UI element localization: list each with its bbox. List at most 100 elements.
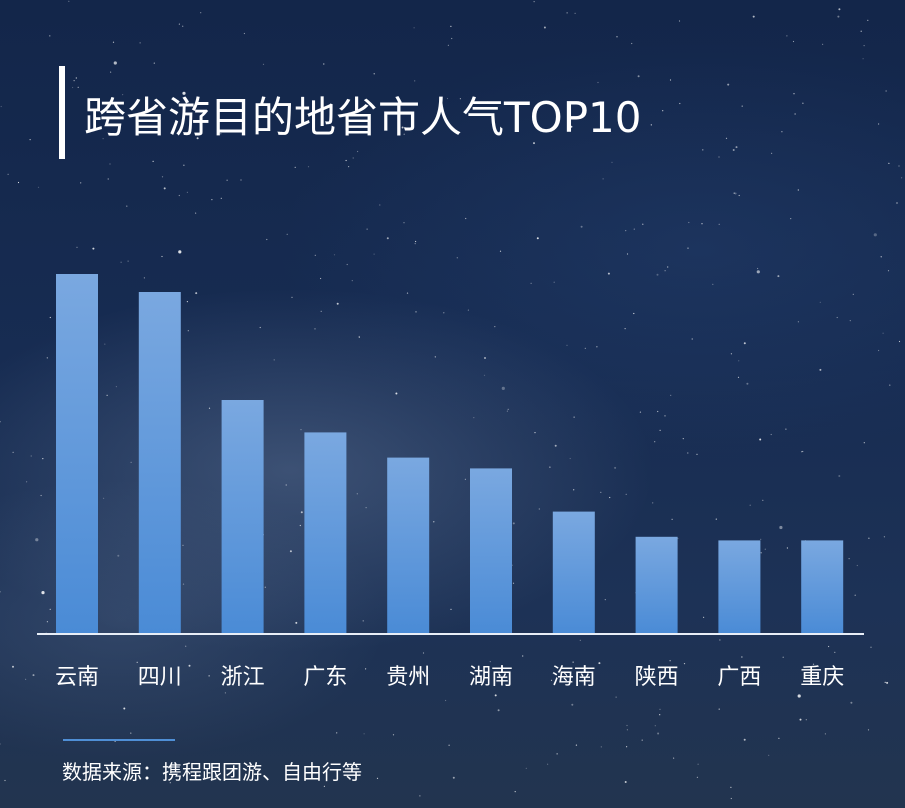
star <box>123 707 126 710</box>
star <box>659 714 661 716</box>
star <box>448 744 450 746</box>
star <box>136 661 138 663</box>
star <box>403 133 405 135</box>
star <box>163 187 166 190</box>
star <box>701 223 703 225</box>
star <box>794 113 796 115</box>
star <box>822 43 824 45</box>
star <box>483 374 486 376</box>
star <box>169 782 171 784</box>
star <box>7 173 9 175</box>
star <box>797 694 801 698</box>
star <box>797 321 800 323</box>
star <box>571 703 574 706</box>
star <box>0 105 2 108</box>
star <box>669 79 672 81</box>
star <box>102 138 104 140</box>
star <box>406 292 409 294</box>
star <box>152 160 154 162</box>
star <box>654 725 656 727</box>
bar-2 <box>138 292 181 634</box>
star <box>596 346 598 348</box>
star <box>802 102 804 104</box>
star <box>631 42 633 45</box>
star <box>838 475 841 477</box>
star <box>659 708 661 710</box>
star <box>525 767 527 770</box>
star <box>837 15 840 18</box>
star <box>484 357 486 359</box>
star <box>130 732 132 734</box>
star <box>882 332 884 334</box>
star <box>828 645 830 648</box>
star <box>17 181 20 184</box>
star <box>294 166 296 168</box>
star <box>657 410 659 413</box>
star <box>743 738 746 741</box>
star <box>366 228 368 230</box>
star <box>878 349 880 352</box>
star <box>782 656 784 658</box>
star <box>32 674 35 677</box>
star <box>756 270 760 274</box>
star <box>130 461 132 463</box>
star <box>786 547 789 549</box>
bar-10 <box>801 540 844 634</box>
star <box>719 639 721 641</box>
star <box>153 62 155 64</box>
star <box>198 774 201 777</box>
star <box>49 35 51 37</box>
star <box>188 664 191 667</box>
x-tick-label: 海南 <box>552 665 596 690</box>
star <box>447 44 449 46</box>
star <box>738 360 740 362</box>
star <box>757 267 759 270</box>
star <box>501 386 505 390</box>
star <box>307 166 310 168</box>
star <box>46 357 48 359</box>
star <box>624 328 626 330</box>
bar-5 <box>387 457 430 634</box>
star <box>609 496 611 499</box>
star <box>901 177 903 179</box>
star <box>669 660 671 662</box>
star <box>300 429 302 431</box>
star <box>615 696 617 698</box>
star <box>285 484 287 486</box>
star <box>512 582 515 584</box>
star <box>819 368 822 371</box>
star <box>494 326 496 328</box>
star <box>625 493 627 495</box>
star <box>657 732 660 735</box>
star <box>507 408 509 410</box>
x-tick-label: 四川 <box>138 665 182 690</box>
star <box>266 238 268 241</box>
star <box>379 204 381 206</box>
star <box>161 176 164 178</box>
star <box>554 444 557 447</box>
star <box>819 301 821 303</box>
star <box>530 282 532 284</box>
star <box>856 564 858 567</box>
star <box>320 310 322 312</box>
star <box>35 538 39 542</box>
star <box>633 228 635 230</box>
star <box>687 247 689 249</box>
star <box>211 199 213 201</box>
star <box>884 681 886 684</box>
star <box>183 164 185 166</box>
star <box>413 27 415 29</box>
star <box>262 63 265 65</box>
star <box>433 521 435 523</box>
star <box>392 734 395 736</box>
star <box>760 538 762 541</box>
star <box>139 42 141 44</box>
star <box>506 410 508 412</box>
star <box>602 178 604 180</box>
star <box>626 253 629 255</box>
star <box>533 142 535 145</box>
star <box>117 554 120 557</box>
star <box>867 19 869 21</box>
star <box>365 668 367 670</box>
star <box>359 774 361 776</box>
